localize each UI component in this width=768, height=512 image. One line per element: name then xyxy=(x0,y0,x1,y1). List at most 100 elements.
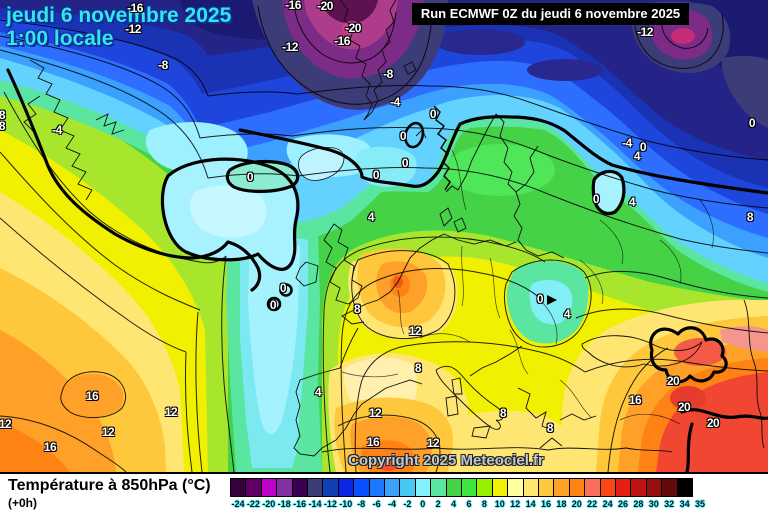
scale-box xyxy=(384,478,401,497)
isotherm-0-west xyxy=(6,68,262,292)
contour-label: -16 xyxy=(334,34,350,48)
scale-box xyxy=(491,478,509,497)
scale-value: -10 xyxy=(339,499,353,509)
scale-box xyxy=(522,478,539,497)
scale-value: -16 xyxy=(293,499,307,509)
contour-label: 12 xyxy=(164,405,178,419)
scale-box xyxy=(676,478,693,497)
contour-label: 0 xyxy=(399,129,407,143)
scale-box xyxy=(599,478,616,497)
contour-label: 8 xyxy=(746,210,754,224)
contour-label: 16 xyxy=(43,440,57,454)
contour-label: 0 xyxy=(246,170,254,184)
contour-label: 12 xyxy=(408,324,422,338)
scale-value: 0 xyxy=(420,499,426,509)
scale-value: -6 xyxy=(372,499,381,509)
scale-box xyxy=(430,478,447,497)
contour-label: 8 xyxy=(0,119,6,133)
contour-label: 0 xyxy=(748,116,756,130)
contour-label: -20 xyxy=(317,0,333,13)
temperature-field xyxy=(0,0,768,472)
color-scale: -24 -22 -20 -18 -16 -14 -12 -10 -8 -6 -4 -2 0 2 4 6 8 10 1… xyxy=(230,478,708,512)
scale-box xyxy=(368,478,385,497)
scale-value: 10 xyxy=(494,499,505,509)
scale-value: 14 xyxy=(525,499,536,509)
scale-value: -12 xyxy=(323,499,337,509)
scale-value: -4 xyxy=(387,499,397,509)
scale-box xyxy=(661,478,678,497)
contour-label: 20 xyxy=(677,400,691,414)
legend-bar: Température à 850hPa (°C) (+0h) -24 -22 -2… xyxy=(0,472,768,512)
scale-box xyxy=(337,478,355,497)
contour-label: 8 xyxy=(414,361,422,375)
scale-box xyxy=(414,478,432,497)
scale-value: -14 xyxy=(308,499,322,509)
scale-value: 2 xyxy=(435,499,441,509)
scale-value: 28 xyxy=(633,499,644,509)
scale-value: -8 xyxy=(357,499,366,509)
copyright-text: Copyright 2025 Meteociel.fr xyxy=(348,452,544,469)
scale-box xyxy=(291,478,308,497)
scale-box xyxy=(445,478,462,497)
scale-value: 22 xyxy=(587,499,598,509)
contour-label: -16 xyxy=(127,1,143,15)
scale-value: 34 xyxy=(679,499,690,509)
contour-label: -12 xyxy=(637,25,653,39)
scale-value: -20 xyxy=(262,499,276,509)
contour-label: 0 xyxy=(429,107,437,121)
contour-label: -16 xyxy=(285,0,301,12)
scale-value: 24 xyxy=(602,499,613,509)
contour-label: 4 xyxy=(628,195,636,209)
contour-label: -20 xyxy=(345,21,361,35)
contour-label: 12 xyxy=(368,406,382,420)
contour-label: 0 xyxy=(592,192,600,206)
contour-label: 0 xyxy=(279,281,287,295)
isotherm-20-east xyxy=(680,408,768,421)
scale-value: 6 xyxy=(466,499,472,509)
contour-label: 16 xyxy=(628,393,642,407)
scale-box xyxy=(553,478,570,497)
contour-label: 0 xyxy=(639,140,647,154)
scale-box xyxy=(461,478,478,497)
contour-label: 12 xyxy=(0,417,12,431)
contour-label: -4 xyxy=(390,95,400,109)
scale-value: 18 xyxy=(556,499,567,509)
scale-value: 32 xyxy=(664,499,675,509)
scale-box xyxy=(630,478,647,497)
contour-label: 16 xyxy=(85,389,99,403)
minimum-marker xyxy=(547,295,557,305)
contour-label: 20 xyxy=(666,374,680,388)
scale-box xyxy=(476,478,493,497)
forecast-hour: (+0h) xyxy=(8,496,38,510)
contour-label: -8 xyxy=(383,67,393,81)
scale-box xyxy=(615,478,632,497)
isotherm-0-faroe-ring xyxy=(225,159,300,193)
contour-label: 4 xyxy=(314,385,322,399)
temperature-map-svg xyxy=(0,0,768,472)
date-time-overlay: jeudi 6 novembre 2025 1:00 locale xyxy=(6,4,231,50)
scale-value: 12 xyxy=(510,499,521,509)
contour-label: 4 xyxy=(563,307,571,321)
contour-label: 8 xyxy=(546,421,554,435)
scale-value: -22 xyxy=(246,499,260,509)
scale-value: 4 xyxy=(451,499,457,509)
contour-label: 4 xyxy=(633,149,641,163)
contour-label: 20 xyxy=(706,416,720,430)
scale-box xyxy=(645,478,663,497)
isotherm-20-ring xyxy=(649,326,728,384)
contour-label: 12 xyxy=(426,436,440,450)
model-run-info: Run ECMWF 0Z du jeudi 6 novembre 2025 xyxy=(412,3,689,25)
parameter-title: Température à 850hPa (°C) xyxy=(8,477,211,494)
scale-value: -24 xyxy=(231,499,245,509)
scale-box xyxy=(584,478,601,497)
isotherm-lines-thin xyxy=(0,3,768,472)
contour-label: -4 xyxy=(622,136,632,150)
scale-value: 30 xyxy=(648,499,659,509)
scale-box xyxy=(568,478,586,497)
contour-label: 0 xyxy=(269,298,277,312)
scale-box xyxy=(230,478,247,497)
contour-label: 0 xyxy=(372,168,380,182)
contour-label: -4 xyxy=(52,123,62,137)
scale-box xyxy=(307,478,324,497)
